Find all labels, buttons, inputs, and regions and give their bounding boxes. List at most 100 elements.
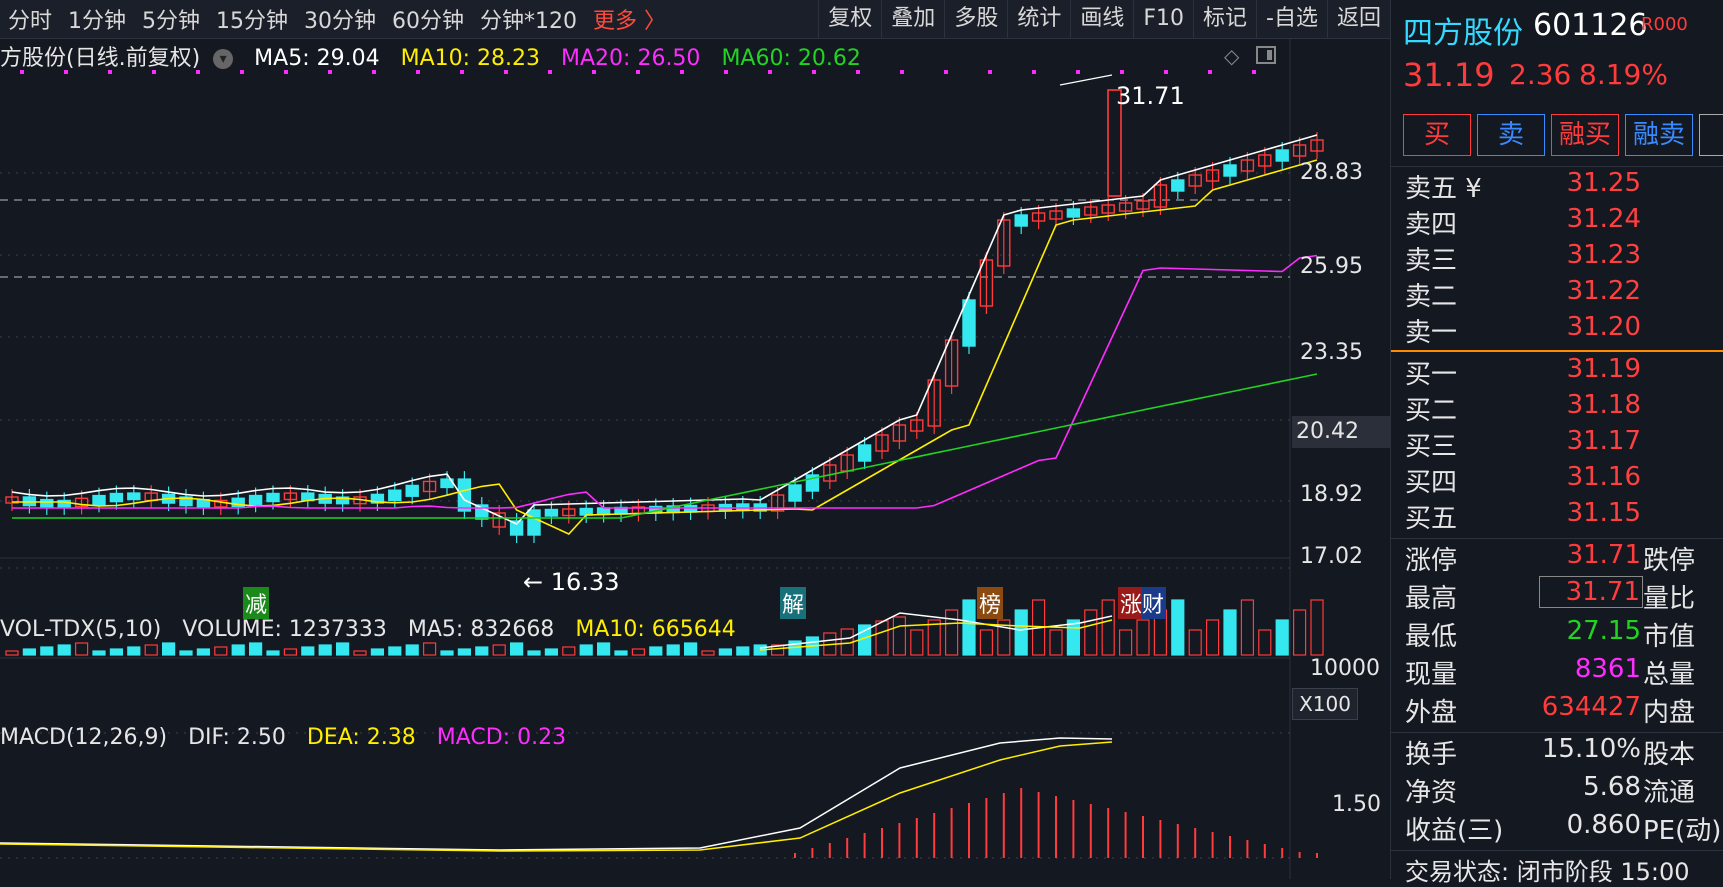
ma5-line — [11, 134, 1318, 525]
ask-1-price[interactable]: 31.20 — [1566, 312, 1641, 342]
buy-button[interactable]: 买 — [1403, 114, 1471, 156]
volume-bar — [336, 642, 350, 656]
ask-5-label: 卖五 ¥ — [1405, 174, 1482, 204]
bid-2-price[interactable]: 31.18 — [1566, 390, 1641, 420]
period-tab-1min[interactable]: 1分钟 — [68, 9, 127, 34]
volume-bar — [596, 642, 611, 656]
price-axis-label: 23.35 — [1300, 340, 1363, 365]
volume-bar — [1171, 599, 1185, 656]
volume-bar — [562, 646, 576, 656]
bid-3-label: 买三 — [1405, 432, 1458, 462]
period-tab-30min[interactable]: 30分钟 — [304, 9, 377, 34]
period-tab-120min[interactable]: 分钟*120 — [480, 9, 578, 34]
signal-dot — [1252, 70, 1256, 74]
signal-dot — [108, 70, 112, 74]
ask-1-label: 卖一 — [1405, 318, 1458, 348]
candle-body — [962, 299, 976, 347]
remove-watchlist-button[interactable]: -自选 — [1256, 0, 1327, 38]
ask-2-price[interactable]: 31.22 — [1566, 276, 1641, 306]
candle-body — [388, 489, 402, 502]
adjust-button[interactable]: 复权 — [818, 0, 881, 38]
draw-line-button[interactable]: 画线 — [1070, 0, 1133, 38]
period-tab-15min[interactable]: 15分钟 — [216, 9, 289, 34]
volume-bar — [5, 650, 19, 656]
candle-body — [1049, 210, 1063, 220]
chevron-down-icon[interactable]: ▾ — [213, 49, 234, 69]
candle-body — [1031, 212, 1046, 222]
candle-body — [422, 480, 437, 493]
sell-button[interactable]: 卖 — [1477, 114, 1545, 156]
event-marker[interactable]: 减 — [243, 587, 270, 619]
margin-sell-button[interactable]: 融卖 — [1625, 114, 1693, 156]
signal-dot — [724, 70, 728, 74]
event-marker[interactable]: 涨财 — [1118, 587, 1167, 619]
inner-volume-label: 内盘 — [1643, 698, 1696, 728]
bid-5-price[interactable]: 31.15 — [1566, 498, 1641, 528]
candle-body — [1101, 204, 1115, 214]
candle-body — [231, 497, 245, 508]
outer-volume-label: 外盘 — [1405, 698, 1458, 728]
volume-bar — [1101, 599, 1115, 656]
volume-bar — [405, 644, 419, 656]
period-tab-intraday[interactable]: 分时 — [8, 9, 53, 34]
volume-bar — [492, 644, 506, 656]
candle-body — [179, 496, 193, 507]
macd-axis-label: 1.50 — [1332, 792, 1381, 817]
bid-4-price[interactable]: 31.16 — [1566, 462, 1641, 492]
ask-4-price[interactable]: 31.24 — [1566, 204, 1641, 234]
volume-bar — [701, 650, 715, 656]
candle-body — [248, 494, 263, 505]
ask-3-price[interactable]: 31.23 — [1566, 240, 1641, 270]
diamond-icon[interactable]: ◇ — [1224, 44, 1240, 68]
ma5-legend: MA5: 29.04 — [254, 46, 380, 71]
candle-body — [1310, 139, 1324, 152]
signal-dot — [1076, 70, 1080, 74]
volume-bar — [910, 629, 924, 656]
candle-body — [1136, 200, 1150, 210]
signal-dot — [460, 70, 464, 74]
candle-body — [492, 512, 506, 528]
low-label: 最低 — [1405, 622, 1458, 652]
volume-bar — [301, 646, 315, 656]
divider — [1391, 732, 1723, 733]
candle-body — [788, 484, 802, 502]
event-marker[interactable]: 榜 — [977, 587, 1004, 619]
event-marker[interactable]: 解 — [780, 587, 807, 619]
divider — [1391, 166, 1723, 167]
period-tab-5min[interactable]: 5分钟 — [142, 9, 201, 34]
more-trade-button[interactable] — [1699, 114, 1723, 156]
price-axis-label: 17.02 — [1300, 544, 1363, 569]
more-periods-button[interactable]: 更多 〉 — [593, 9, 667, 34]
mark-button[interactable]: 标记 — [1193, 0, 1256, 38]
ask-5-price[interactable]: 31.25 — [1566, 168, 1641, 198]
ma10-line — [12, 159, 1318, 535]
turnover-value: 15.10% — [1541, 734, 1641, 764]
volume-bar — [683, 642, 698, 656]
volume-bar — [457, 648, 471, 656]
bid-3-price[interactable]: 31.17 — [1566, 426, 1641, 456]
high-arrow — [1059, 74, 1113, 86]
eps-value: 0.860 — [1566, 810, 1641, 840]
candle-body — [910, 419, 924, 432]
period-tab-60min[interactable]: 60分钟 — [392, 9, 465, 34]
panel-toggle-icon[interactable] — [1256, 46, 1276, 64]
signal-dot — [636, 70, 640, 74]
candle-body — [283, 492, 298, 501]
bid-1-price[interactable]: 31.19 — [1566, 354, 1641, 384]
candle-body — [457, 478, 472, 512]
signal-dot — [1208, 70, 1212, 74]
candle-body — [1275, 149, 1289, 162]
candle-body — [335, 496, 350, 505]
statistics-button[interactable]: 统计 — [1007, 0, 1070, 38]
back-button[interactable]: 返回 — [1326, 0, 1390, 38]
kline-chart[interactable] — [0, 38, 1390, 879]
multi-stock-button[interactable]: 多股 — [944, 0, 1007, 38]
signal-dot — [592, 70, 596, 74]
candle-body — [92, 494, 106, 506]
overlay-button[interactable]: 叠加 — [881, 0, 944, 38]
volume-legend: VOL-TDX(5,10) VOLUME: 1237333 MA5: 83266… — [0, 617, 750, 642]
stock-change-pct: 8.19% — [1579, 58, 1668, 91]
volume-ma5: MA5: 832668 — [407, 617, 555, 642]
f10-button[interactable]: F10 — [1133, 0, 1193, 38]
margin-buy-button[interactable]: 融买 — [1551, 114, 1619, 156]
